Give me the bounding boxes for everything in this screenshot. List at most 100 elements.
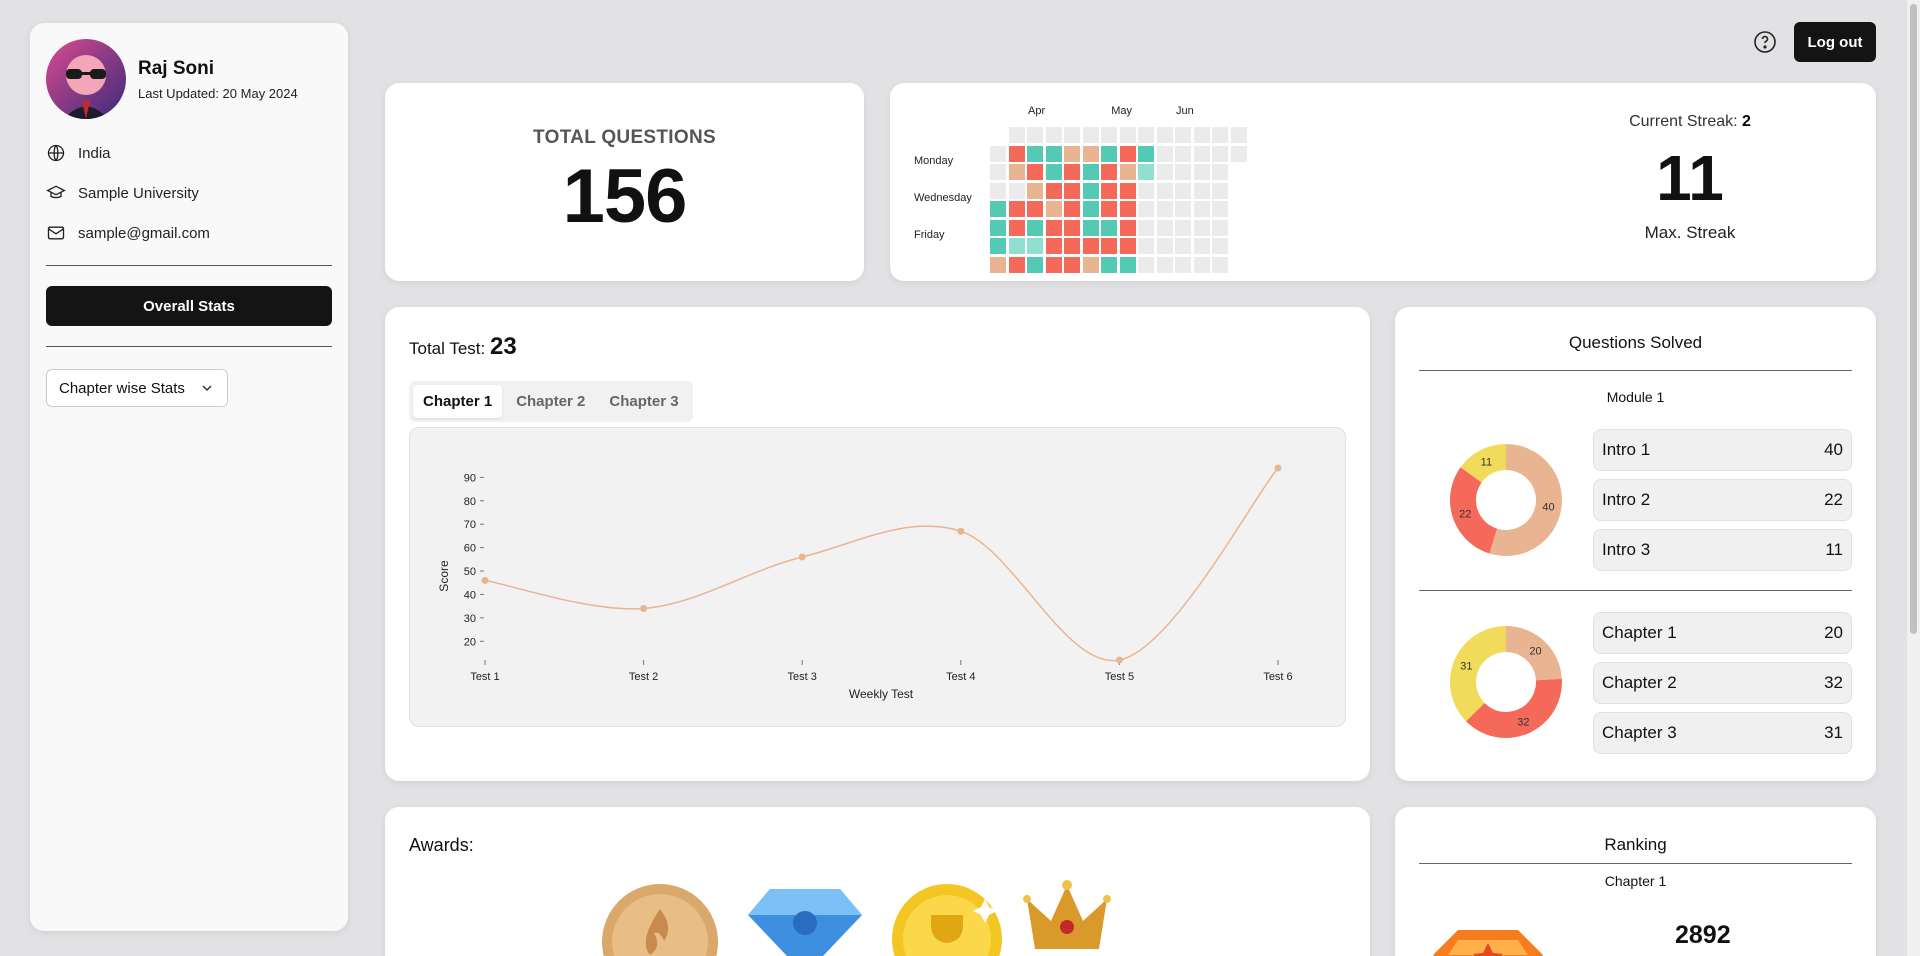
heatmap-cell[interactable] <box>1119 164 1136 180</box>
heatmap-cell[interactable] <box>1027 182 1043 199</box>
heatmap-cell[interactable] <box>990 145 1006 162</box>
heatmap-cell[interactable] <box>1082 145 1099 162</box>
heatmap-cell[interactable] <box>1212 256 1228 273</box>
heatmap-cell[interactable] <box>1156 164 1173 180</box>
heatmap-cell[interactable] <box>1193 127 1210 143</box>
heatmap-cell[interactable] <box>1212 238 1228 254</box>
heatmap-cell[interactable] <box>1212 201 1228 217</box>
heatmap-cell[interactable] <box>1193 238 1210 254</box>
heatmap-cell[interactable] <box>1212 145 1228 162</box>
heatmap-cell[interactable] <box>990 164 1006 180</box>
tab-chapter-2[interactable]: Chapter 2 <box>516 393 586 410</box>
heatmap-cell[interactable] <box>990 238 1006 254</box>
heatmap-cell[interactable] <box>1138 201 1154 217</box>
heatmap-cell[interactable] <box>1027 219 1043 236</box>
heatmap-cell[interactable] <box>1008 219 1025 236</box>
heatmap-cell[interactable] <box>1008 256 1025 273</box>
heatmap-cell[interactable] <box>990 201 1006 217</box>
heatmap-cell[interactable] <box>990 219 1006 236</box>
heatmap-cell[interactable] <box>1101 145 1117 162</box>
tab-chapter-3[interactable]: Chapter 3 <box>609 393 679 410</box>
heatmap-cell[interactable] <box>1008 238 1025 254</box>
heatmap-cell[interactable] <box>1156 145 1173 162</box>
heatmap-cell[interactable] <box>1045 256 1062 273</box>
heatmap-cell[interactable] <box>1082 219 1099 236</box>
heatmap-cell[interactable] <box>1212 182 1228 199</box>
heatmap-cell[interactable] <box>1119 238 1136 254</box>
heatmap-cell[interactable] <box>1156 182 1173 199</box>
heatmap-cell[interactable] <box>1212 164 1228 180</box>
heatmap-cell[interactable] <box>1138 145 1154 162</box>
heatmap-cell[interactable] <box>1138 127 1154 143</box>
heatmap-cell[interactable] <box>1045 145 1062 162</box>
heatmap-cell[interactable] <box>1082 201 1099 217</box>
heatmap-cell[interactable] <box>1138 164 1154 180</box>
heatmap-cell[interactable] <box>1064 127 1080 143</box>
heatmap-cell[interactable] <box>1101 256 1117 273</box>
heatmap-cell[interactable] <box>1027 238 1043 254</box>
heatmap-cell[interactable] <box>1119 182 1136 199</box>
heatmap-cell[interactable] <box>1027 201 1043 217</box>
heatmap-cell[interactable] <box>1212 219 1228 236</box>
heatmap-cell[interactable] <box>1027 256 1043 273</box>
heatmap-cell[interactable] <box>1138 219 1154 236</box>
heatmap-cell[interactable] <box>1156 238 1173 254</box>
heatmap-cell[interactable] <box>1138 238 1154 254</box>
heatmap-cell[interactable] <box>1175 201 1191 217</box>
heatmap-cell[interactable] <box>1008 182 1025 199</box>
heatmap-cell[interactable] <box>1156 256 1173 273</box>
heatmap-cell[interactable] <box>1101 164 1117 180</box>
heatmap-cell[interactable] <box>1175 127 1191 143</box>
heatmap-cell[interactable] <box>1119 219 1136 236</box>
heatmap-cell[interactable] <box>1230 145 1247 162</box>
heatmap-cell[interactable] <box>1101 201 1117 217</box>
heatmap-cell[interactable] <box>1175 164 1191 180</box>
heatmap-cell[interactable] <box>1064 201 1080 217</box>
heatmap-cell[interactable] <box>1082 182 1099 199</box>
heatmap-cell[interactable] <box>1101 219 1117 236</box>
heatmap-cell[interactable] <box>1193 219 1210 236</box>
heatmap-cell[interactable] <box>1193 164 1210 180</box>
heatmap-cell[interactable] <box>1175 145 1191 162</box>
heatmap-cell[interactable] <box>1008 127 1025 143</box>
heatmap-cell[interactable] <box>1045 219 1062 236</box>
heatmap-cell[interactable] <box>1175 256 1191 273</box>
heatmap-cell[interactable] <box>1045 164 1062 180</box>
chapter-wise-stats-select[interactable]: Chapter wise Stats <box>46 369 228 407</box>
heatmap-cell[interactable] <box>1156 219 1173 236</box>
heatmap-cell[interactable] <box>1101 182 1117 199</box>
heatmap-cell[interactable] <box>1064 182 1080 199</box>
heatmap-cell[interactable] <box>1008 145 1025 162</box>
heatmap-cell[interactable] <box>1082 238 1099 254</box>
heatmap-cell[interactable] <box>1119 127 1136 143</box>
heatmap-cell[interactable] <box>1101 127 1117 143</box>
heatmap-cell[interactable] <box>1082 127 1099 143</box>
heatmap-cell[interactable] <box>1193 256 1210 273</box>
heatmap-cell[interactable] <box>1045 201 1062 217</box>
heatmap-cell[interactable] <box>1082 256 1099 273</box>
heatmap-cell[interactable] <box>1138 256 1154 273</box>
heatmap-cell[interactable] <box>1156 127 1173 143</box>
heatmap-cell[interactable] <box>1230 127 1247 143</box>
scrollbar-thumb[interactable] <box>1910 4 1917 634</box>
heatmap-cell[interactable] <box>1064 256 1080 273</box>
heatmap-cell[interactable] <box>1193 145 1210 162</box>
heatmap-cell[interactable] <box>1193 201 1210 217</box>
heatmap-cell[interactable] <box>1027 145 1043 162</box>
heatmap-cell[interactable] <box>1008 164 1025 180</box>
heatmap-cell[interactable] <box>1027 127 1043 143</box>
heatmap-cell[interactable] <box>1175 238 1191 254</box>
overall-stats-button[interactable]: Overall Stats <box>46 286 332 326</box>
page-scrollbar[interactable] <box>1907 0 1920 956</box>
heatmap-cell[interactable] <box>1156 201 1173 217</box>
heatmap-cell[interactable] <box>1175 219 1191 236</box>
heatmap-cell[interactable] <box>1119 145 1136 162</box>
help-icon[interactable] <box>1753 30 1777 54</box>
heatmap-cell[interactable] <box>1064 219 1080 236</box>
heatmap-cell[interactable] <box>990 182 1006 199</box>
tab-chapter-1[interactable]: Chapter 1 <box>413 385 503 418</box>
heatmap-cell[interactable] <box>1138 182 1154 199</box>
heatmap-cell[interactable] <box>990 256 1006 273</box>
heatmap-cell[interactable] <box>1027 164 1043 180</box>
heatmap-cell[interactable] <box>1045 127 1062 143</box>
